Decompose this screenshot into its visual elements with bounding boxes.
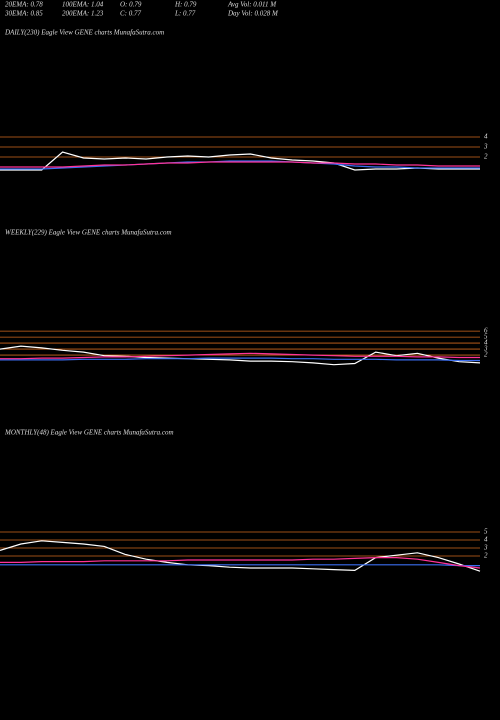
panel-title: DAILY(230) Eagle View GENE charts Munafa…: [4, 29, 164, 37]
price-line: [0, 161, 480, 168]
y-tick-label: 2: [484, 153, 488, 161]
price-line: [0, 345, 481, 366]
y-tick-label: 6: [484, 327, 488, 335]
y-tick-label: 5: [484, 333, 488, 341]
stat-label: Day Vol: 0.028 M: [227, 10, 279, 18]
y-tick-label: 2: [484, 351, 488, 359]
y-tick-label: 3: [483, 345, 488, 353]
panel-title: MONTHLY(48) Eagle View GENE charts Munaf…: [4, 429, 174, 437]
stat-label: 200EMA: 1.23: [62, 10, 104, 18]
stat-label: O: 0.79: [120, 1, 142, 9]
price-line: [0, 564, 480, 567]
panel-title: WEEKLY(229) Eagle View GENE charts Munaf…: [5, 229, 172, 237]
y-tick-label: 3: [483, 143, 488, 151]
stat-label: Avg Vol: 0.011 M: [227, 1, 277, 9]
price-line: [0, 557, 481, 569]
stat-label: 20EMA: 0.78: [5, 1, 43, 9]
stat-label: 100EMA: 1.04: [62, 1, 104, 9]
price-line: [0, 352, 480, 360]
stat-label: L: 0.77: [174, 10, 196, 18]
price-line: [0, 151, 480, 171]
stat-label: 30EMA: 0.85: [4, 10, 43, 18]
y-tick-label: 4: [484, 133, 488, 141]
y-tick-label: 4: [484, 339, 488, 347]
stat-label: C: 0.77: [120, 10, 142, 18]
y-tick-label: 2: [484, 552, 488, 560]
price-line: [0, 540, 481, 572]
y-tick-label: 5: [484, 528, 488, 536]
price-line: [0, 160, 480, 170]
y-tick-label: 4: [484, 536, 488, 544]
y-tick-label: 3: [483, 544, 488, 552]
stat-label: H: 0.79: [174, 1, 197, 9]
price-line: [0, 357, 480, 362]
